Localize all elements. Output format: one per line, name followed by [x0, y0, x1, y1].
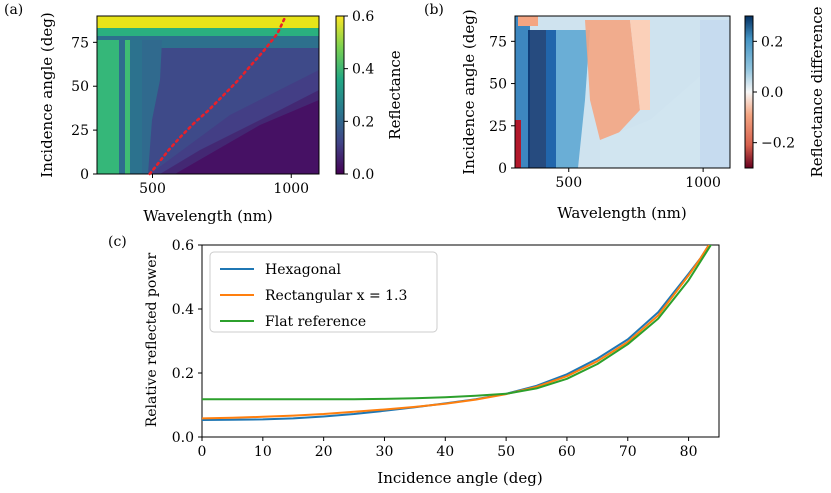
panel-label-c: (c) — [108, 234, 127, 250]
colorbar-b-ticks: 0.2 0.0 −0.2 — [753, 34, 795, 152]
colorbar-b: 0.2 0.0 −0.2 Reflectance difference — [744, 6, 826, 178]
heatmap-b-right-region — [700, 20, 730, 168]
colorbar-a-label: Reflectance — [386, 50, 404, 139]
ytick-label: 0 — [498, 161, 507, 177]
xtick-label: 60 — [558, 444, 576, 460]
axes-c-series — [202, 245, 713, 421]
heatmap-b-light-blue — [556, 30, 590, 168]
heatmap-a-deep-region — [175, 100, 319, 174]
series-line-flat-reference — [202, 245, 713, 401]
line-chart-c: 0 10 20 30 40 50 60 70 80 0.0 0.2 0.4 0.6 Hexagonal R… — [144, 238, 720, 487]
colorbar-a: 0.0 0.2 0.4 0.6 Reflectance — [335, 9, 404, 183]
legend-label: Hexagonal — [265, 262, 341, 278]
heatmap-a-band2 — [97, 28, 319, 36]
axes-c-ticks: 0 10 20 30 40 50 60 70 80 0.0 0.2 0.4 0.6 — [172, 238, 698, 460]
heatmap-a-shade — [160, 90, 319, 174]
axes-b-xlabel: Wavelength (nm) — [557, 204, 686, 222]
xtick-label: 30 — [376, 444, 394, 460]
xtick-label: 80 — [680, 444, 698, 460]
axes-a-frame — [96, 15, 320, 175]
ytick-label: 25 — [71, 123, 89, 139]
ytick-label: 0.0 — [172, 430, 194, 446]
heatmap-a-wedge — [142, 40, 162, 174]
xtick-label: 70 — [619, 444, 637, 460]
panel-label-b: (b) — [424, 2, 444, 18]
heatmap-a-teal-strip — [130, 40, 142, 174]
xtick-label: 1000 — [685, 175, 721, 191]
colorbar-a-ticks: 0.0 0.2 0.4 0.6 — [344, 9, 374, 183]
xtick-label: 0 — [198, 444, 207, 460]
ytick-label: 50 — [71, 79, 89, 95]
heatmap-a-dark-strip — [119, 40, 125, 174]
heatmap-a-green-strip — [125, 40, 130, 174]
colorbar-a-bar — [335, 15, 345, 175]
heatmap-b-pale-region — [600, 50, 730, 168]
ytick-label: 25 — [489, 119, 507, 135]
xtick-label: 40 — [436, 444, 454, 460]
axes-c-ylabel: Relative reflected power — [144, 252, 160, 427]
ytick-label: 0.2 — [172, 366, 194, 382]
legend: Hexagonal Rectangular x = 1.3 Flat referen… — [209, 251, 438, 333]
heatmap-a: 500 1000 0 25 50 75 Wavelength (nm) Incidence… — [38, 12, 320, 225]
axes-a-ticks: 500 1000 0 25 50 75 — [71, 35, 309, 197]
axes-c-xlabel: Incidence angle (deg) — [377, 469, 542, 487]
colorbar-tick-label: 0.6 — [352, 9, 374, 25]
heatmap-b-dark-blue — [528, 30, 548, 168]
heatmap-b-red-edge — [515, 120, 521, 168]
xtick-label: 50 — [497, 444, 515, 460]
legend-label: Rectangular x = 1.3 — [265, 288, 407, 304]
series-line-rectangular-x-1-3 — [202, 245, 711, 420]
xtick-label: 20 — [315, 444, 333, 460]
heatmap-a-left-strip — [97, 40, 119, 174]
axes-b-ticks: 500 1000 0 25 50 75 — [489, 34, 721, 191]
colorbar-b-bar — [744, 15, 754, 169]
ytick-label: 50 — [489, 77, 507, 93]
axes-a-xlabel: Wavelength (nm) — [143, 207, 272, 225]
legend-box — [209, 251, 438, 333]
xtick-label: 500 — [555, 175, 582, 191]
ytick-label: 0.6 — [172, 238, 194, 254]
heatmap-b-blue-mid — [546, 30, 558, 168]
xtick-label: 1000 — [273, 181, 309, 197]
xtick-label: 500 — [139, 181, 166, 197]
colorbar-tick-label: 0.2 — [761, 34, 783, 50]
heatmap-a-overlay-line — [148, 14, 287, 176]
heatmap-b-red-region — [585, 20, 640, 140]
ytick-label: 75 — [489, 34, 507, 50]
panel-label-a: (a) — [4, 2, 23, 18]
axes-a-ylabel: Incidence angle (deg) — [38, 12, 56, 177]
ytick-label: 0 — [80, 167, 89, 183]
heatmap-b: 500 1000 0 25 50 75 Wavelength (nm) Incidence… — [460, 9, 731, 222]
colorbar-tick-label: −0.2 — [761, 136, 795, 152]
colorbar-tick-label: 0.2 — [352, 114, 374, 130]
legend-label: Flat reference — [265, 314, 366, 330]
colorbar-tick-label: 0.0 — [761, 85, 783, 101]
ytick-label: 0.4 — [172, 302, 194, 318]
heatmap-b-top-red — [518, 16, 538, 26]
colorbar-tick-label: 0.0 — [352, 167, 374, 183]
xtick-label: 10 — [254, 444, 272, 460]
heatmap-b-pink-region — [630, 20, 650, 110]
colorbar-b-label: Reflectance difference — [808, 6, 826, 177]
axes-b-ylabel: Incidence angle (deg) — [460, 9, 478, 174]
ytick-label: 75 — [71, 35, 89, 51]
colorbar-tick-label: 0.4 — [352, 62, 374, 78]
axes-b-frame — [514, 15, 731, 169]
heatmap-a-top-band — [97, 16, 319, 30]
